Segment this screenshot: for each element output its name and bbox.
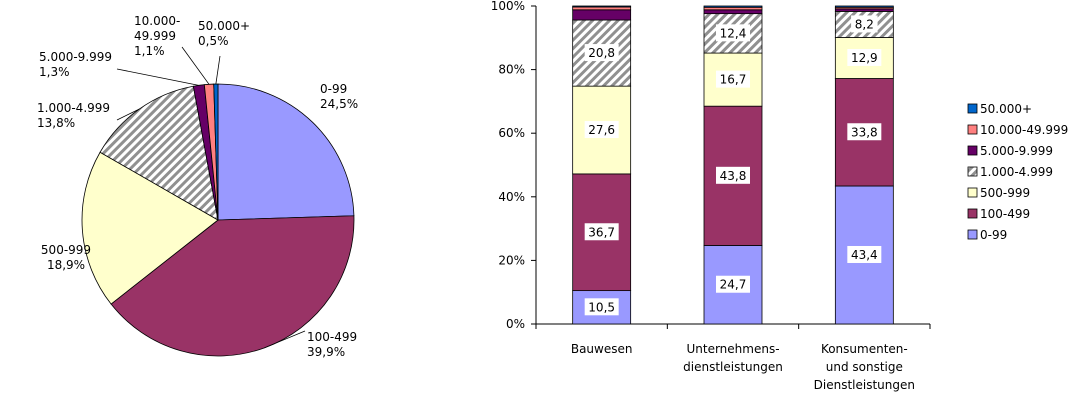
pie-slice-0-99	[217, 83, 355, 221]
pie-slice-500-999	[81, 151, 219, 305]
data-label-1-000-4-999-1: 12,4	[720, 26, 747, 40]
data-label-100-499-2: 33,8	[851, 125, 878, 139]
data-label-box	[847, 123, 882, 141]
legend-swatch-10-000-49-999	[967, 124, 978, 135]
y-tick-label: 40%	[498, 190, 525, 204]
data-label-1-000-4-999-0: 20,8	[588, 46, 615, 60]
bar-segment-50-000-1	[703, 5, 763, 8]
pie-leader-line-5-000-9-999	[116, 68, 199, 86]
data-label-box	[584, 44, 619, 62]
pie-slice-100-499	[110, 215, 355, 357]
legend-swatch-5-000-9-999	[967, 145, 978, 156]
legend-label-10-000-49-999: 10.000-49.999	[980, 123, 1068, 137]
y-tick-label: 60%	[498, 126, 525, 140]
data-label-100-499-0: 36,7	[588, 225, 615, 239]
data-label-box	[716, 24, 750, 42]
legend-swatch-1-000-4-999	[967, 166, 978, 177]
data-label-box	[584, 298, 619, 316]
legend-label-100-499: 100-499	[980, 207, 1030, 221]
bar-segment-50-000-2	[834, 5, 894, 8]
pie-label-5-000-9-999: 5.000-9.999 1,3%	[39, 50, 112, 79]
x-category-label-0: Bauwesen	[571, 342, 633, 356]
legend-label-50-000: 50.000+	[980, 102, 1032, 116]
pie-slice-1-000-4-999	[99, 85, 219, 221]
x-category-label-1: Unternehmens-dienstleistungen	[683, 342, 783, 374]
legend-swatch-500-999	[967, 187, 978, 198]
stacked-bar-chart: 0% 20% 40% 60% 80% 100% 10,5 36,7 27,6 20,8 Bauwes…	[491, 0, 1069, 392]
y-tick-label: 100%	[491, 0, 525, 13]
legend-label-500-999: 500-999	[980, 186, 1030, 200]
data-label-box	[847, 245, 882, 263]
legend-label-5-000-9-999: 5.000-9.999	[980, 144, 1053, 158]
data-label-box	[847, 48, 882, 66]
legend-label-0-99: 0-99	[980, 228, 1007, 242]
pie-label-0-99: 0-99 24,5%	[320, 82, 358, 111]
pie-leader-line-50-000	[215, 55, 221, 85]
legend-label-1-000-4-999: 1.000-4.999	[980, 165, 1053, 179]
y-tick-label: 80%	[498, 63, 525, 77]
data-label-box	[584, 121, 619, 139]
pie-chart: 0-99 24,5% 100-499 39,9% 500-999 18,9% 1.000-4…	[37, 14, 358, 359]
pie-label-50-000: 50.000+ 0,5%	[198, 19, 250, 48]
pie-leader-line-1-000-4-999	[116, 108, 140, 121]
pie-leader-line-10-000-49-999	[181, 46, 210, 85]
y-tick-label: 0%	[506, 317, 525, 331]
data-label-0-99-1: 24,7	[720, 278, 747, 292]
data-label-box	[716, 70, 750, 88]
bar-segment-1-000-4-999-0	[572, 19, 632, 87]
bar-segment-50-000-0	[572, 5, 632, 8]
legend-swatch-50-000	[967, 103, 978, 114]
pie-label-100-499: 100-499 39,9%	[307, 330, 357, 359]
data-label-box	[584, 223, 619, 241]
pie-label-500-999: 500-999 18,9%	[41, 243, 91, 272]
data-label-500-999-2: 12,9	[851, 51, 878, 65]
data-label-500-999-1: 16,7	[720, 73, 747, 87]
bar-segment-5-000-9-999-0	[572, 9, 632, 21]
pie-label-1-000-4-999: 1.000-4.999 13,8%	[37, 101, 110, 130]
bar-segment-10-000-49-999-0	[572, 6, 632, 11]
bar-segment-5-000-9-999-1	[703, 9, 763, 15]
pie-label-10-000-49-999: 10.000-49.999 1,1%	[134, 14, 180, 58]
data-label-1-000-4-999-2: 8,2	[855, 17, 874, 31]
data-label-box	[716, 275, 750, 293]
y-tick-label: 20%	[498, 253, 525, 267]
data-label-100-499-1: 43,8	[720, 169, 747, 183]
legend-swatch-100-499	[967, 208, 978, 219]
data-label-0-99-2: 43,4	[851, 248, 878, 262]
pie-leader-line-100-499	[264, 330, 306, 349]
legend-swatch-0-99	[967, 229, 978, 240]
data-label-box	[851, 15, 878, 33]
data-label-0-99-0: 10,5	[588, 300, 615, 314]
x-category-label-2: Konsumenten-und sonstige Dienstleistungen	[814, 342, 915, 392]
data-label-box	[716, 166, 750, 184]
data-label-500-999-0: 27,6	[588, 123, 615, 137]
